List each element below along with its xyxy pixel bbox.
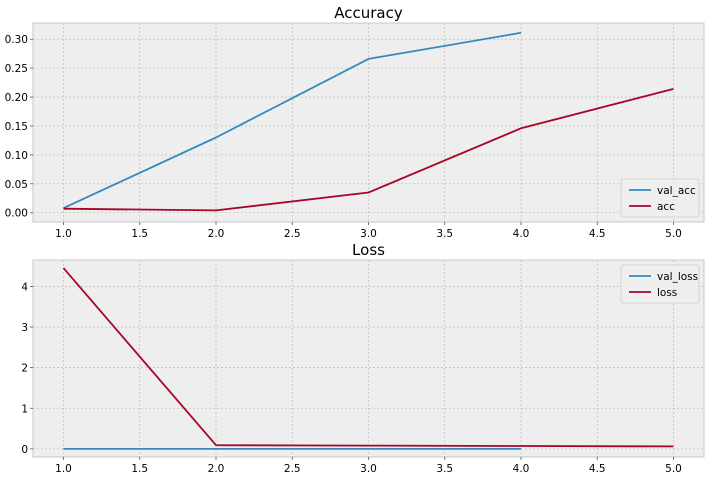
y-tick-label: 2: [21, 363, 28, 375]
y-tick-label: 4: [21, 281, 28, 293]
x-tick-label: 4.0: [513, 463, 530, 475]
chart-title: Loss: [352, 241, 385, 259]
x-tick-label: 3.5: [436, 463, 453, 475]
x-tick-label: 1.5: [131, 463, 148, 475]
y-tick-label: 0.30: [5, 34, 28, 46]
y-tick-label: 0.10: [5, 150, 28, 162]
legend-label-acc: acc: [657, 201, 675, 213]
x-tick-label: 2.0: [208, 228, 225, 240]
x-tick-label: 3.0: [360, 463, 377, 475]
y-tick-label: 0.00: [5, 208, 28, 220]
chart-title: Accuracy: [334, 4, 403, 22]
y-tick-label: 0.25: [5, 63, 28, 75]
chart-panel-1: Accuracy 1.0 1.5 2.0 2.5 3.0 3.5 4.0 4.5 5.0 0.00 0…: [5, 4, 705, 240]
x-tick-label: 1.0: [55, 463, 72, 475]
x-tick-label: 5.0: [665, 463, 682, 475]
legend-label-loss: loss: [657, 287, 677, 299]
y-tick-label: 0.15: [5, 121, 28, 133]
series-line-val_acc: [63, 31, 522, 209]
x-tick-label: 4.5: [589, 463, 606, 475]
legend-label-val_acc: val_acc: [657, 185, 696, 197]
x-tick-label: 4.0: [513, 228, 530, 240]
series-line-acc: [63, 88, 674, 212]
chart-panel-2: Loss 1.0 1.5 2.0 2.5 3.0 3.5 4.0 4.5 5.0 0 1 2 3 4 val_…: [21, 241, 705, 475]
legend-box: [620, 264, 700, 304]
y-tick-label: 0.05: [5, 179, 28, 191]
x-tick-label: 2.5: [284, 463, 301, 475]
y-tick-label: 3: [21, 322, 28, 334]
x-tick-label: 3.5: [436, 228, 453, 240]
y-tick-label: 0: [21, 444, 28, 456]
legend-box: [620, 178, 700, 218]
x-tick-label: 2.0: [208, 463, 225, 475]
series-line-loss: [62, 267, 674, 448]
x-tick-label: 1.0: [55, 228, 72, 240]
x-tick-label: 2.5: [284, 228, 301, 240]
x-tick-label: 1.5: [131, 228, 148, 240]
x-tick-label: 3.0: [360, 228, 377, 240]
y-tick-label: 1: [21, 403, 28, 415]
y-tick-label: 0.20: [5, 92, 28, 104]
x-tick-label: 5.0: [665, 228, 682, 240]
x-tick-label: 4.5: [589, 228, 606, 240]
legend-label-val_loss: val_loss: [657, 271, 698, 283]
